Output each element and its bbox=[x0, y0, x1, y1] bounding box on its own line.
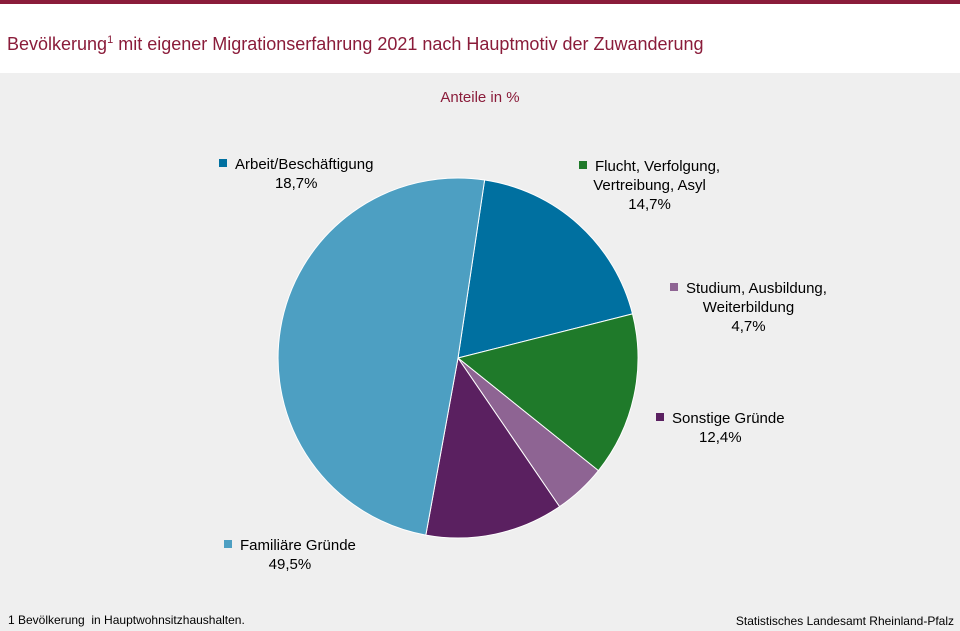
slice-label-line: Weiterbildung bbox=[670, 298, 827, 317]
slice-value-label: 4,7% bbox=[731, 318, 766, 335]
slice-label-line: Flucht, Verfolgung, bbox=[579, 157, 720, 176]
slice-label-line: Studium, Ausbildung, bbox=[670, 279, 827, 298]
slice-label-line: Vertreibung, Asyl bbox=[579, 176, 720, 195]
pie-slice bbox=[277, 177, 486, 536]
pie-slice bbox=[425, 356, 561, 539]
slice-label-text: Sonstige Gründe bbox=[672, 410, 785, 427]
legend-swatch bbox=[224, 540, 232, 548]
slice-value-label: 18,7% bbox=[274, 175, 318, 192]
header: Bevölkerung1 mit eigener Migrationserfah… bbox=[0, 4, 960, 73]
top-accent-bar bbox=[0, 0, 960, 4]
pie-slice bbox=[456, 313, 639, 472]
pie-slice bbox=[457, 179, 634, 359]
slice-label: Sonstige Gründe 12,4% bbox=[656, 409, 785, 447]
source-note: Statistisches Landesamt Rheinland-Pfalz bbox=[735, 614, 954, 628]
legend-swatch bbox=[219, 159, 227, 167]
slice-label: Arbeit/Beschäftigung 18,7% bbox=[219, 155, 373, 193]
slice-value-label: 49,5% bbox=[268, 556, 312, 573]
slice-label-text: Weiterbildung bbox=[702, 299, 795, 316]
slice-label: Familiäre Gründe 49,5% bbox=[224, 536, 356, 574]
legend-swatch bbox=[670, 283, 678, 291]
slice-label-text: Flucht, Verfolgung, bbox=[595, 158, 721, 175]
slice-label-text: Studium, Ausbildung, bbox=[686, 280, 827, 297]
chart-subtitle: Anteile in % bbox=[440, 89, 520, 106]
slice-label-text: Arbeit/Beschäftigung bbox=[235, 156, 374, 173]
slice-value-label: 14,7% bbox=[628, 196, 671, 213]
legend-swatch bbox=[579, 161, 587, 169]
slice-label: Studium, Ausbildung, Weiterbildung 4,7% bbox=[670, 279, 827, 336]
slice-label: Flucht, Verfolgung, Vertreibung, Asyl 14,7… bbox=[579, 157, 720, 214]
slice-value-label: 12,4% bbox=[699, 429, 742, 446]
chart-title: Bevölkerung1 mit eigener Migrationserfah… bbox=[7, 34, 704, 54]
legend-swatch bbox=[656, 413, 664, 421]
slice-label-text: Familiäre Gründe bbox=[240, 537, 356, 554]
slice-label-line: Familiäre Gründe bbox=[224, 536, 356, 555]
slice-label-line: Sonstige Gründe bbox=[656, 409, 785, 428]
footnote: 1 Bevölkerung in Hauptwohnsitzhaushalten… bbox=[8, 613, 245, 627]
slice-label-text: Vertreibung, Asyl bbox=[593, 177, 706, 194]
slice-label-line: Arbeit/Beschäftigung bbox=[219, 155, 373, 174]
